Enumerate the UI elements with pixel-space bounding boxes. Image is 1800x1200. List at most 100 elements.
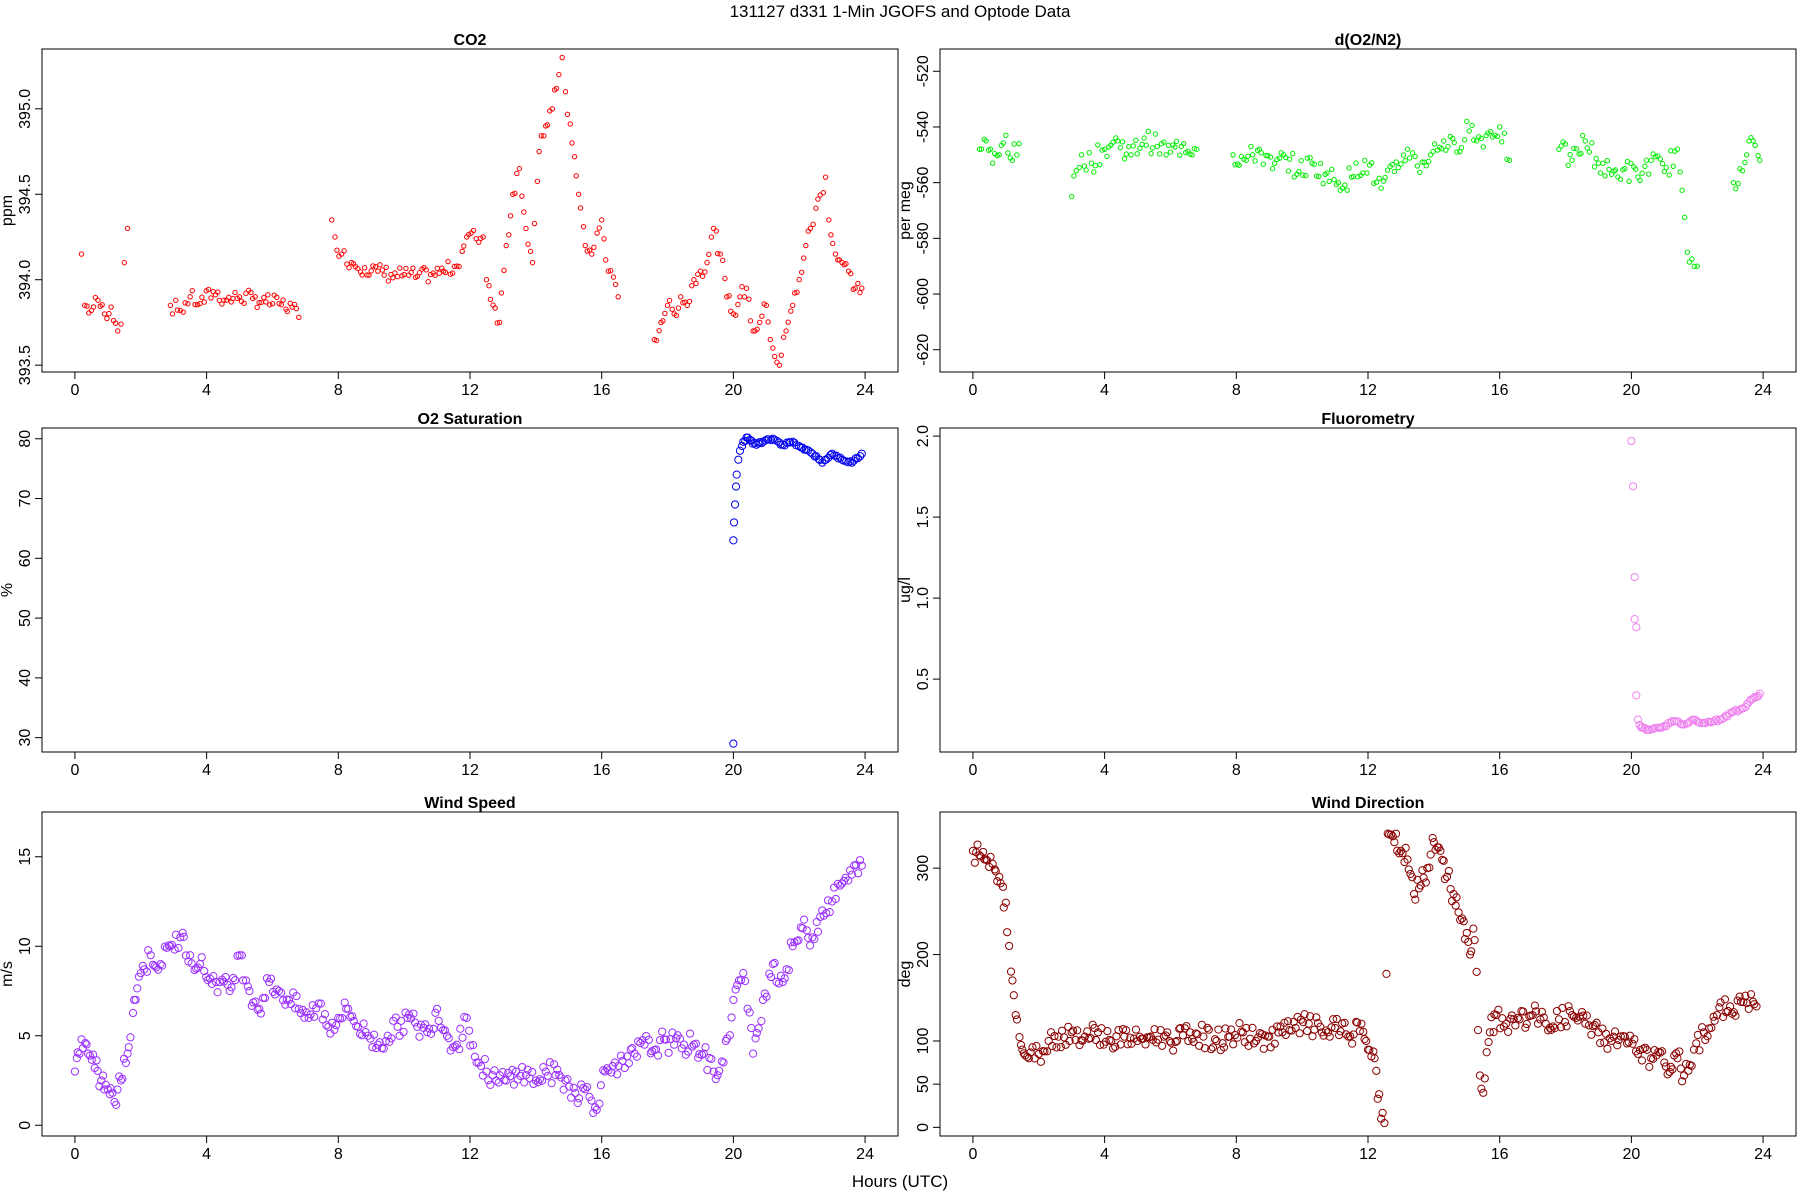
data-point — [187, 294, 193, 300]
data-point — [1326, 178, 1332, 185]
data-point — [208, 295, 214, 301]
data-point — [1048, 1041, 1057, 1051]
data-point — [332, 1021, 341, 1030]
y-tick-label: 300 — [915, 855, 932, 882]
data-point — [278, 302, 285, 308]
data-point — [1373, 179, 1380, 185]
data-point — [261, 294, 267, 301]
data-point — [1472, 967, 1481, 976]
data-point — [1489, 1028, 1498, 1037]
y-tick-label: 395.0 — [17, 89, 34, 129]
data-point — [521, 209, 527, 215]
data-point — [387, 1034, 396, 1043]
data-point — [399, 273, 405, 279]
data-point — [535, 1075, 545, 1084]
data-point — [1271, 160, 1278, 167]
data-point — [134, 972, 144, 981]
data-point — [1332, 1014, 1341, 1024]
data-point — [392, 270, 398, 276]
data-point — [1009, 991, 1018, 1000]
x-tick-label: 20 — [1622, 1146, 1640, 1163]
data-point — [1439, 856, 1448, 865]
y-tick-label: 394.5 — [17, 174, 34, 214]
data-point — [1459, 917, 1468, 926]
data-point — [243, 982, 252, 991]
data-point — [1423, 162, 1429, 169]
data-point — [1352, 1017, 1361, 1027]
data-point — [460, 1012, 469, 1022]
data-point — [409, 1009, 418, 1018]
data-point — [1316, 173, 1322, 180]
data-point — [1270, 1039, 1279, 1048]
data-point — [1411, 895, 1420, 904]
data-point — [1361, 1036, 1371, 1046]
data-point — [455, 1045, 464, 1054]
data-point — [118, 1074, 127, 1083]
data-point — [265, 292, 271, 298]
y-tick-label: 393.5 — [17, 345, 34, 385]
data-point — [368, 1043, 377, 1052]
data-point — [167, 302, 174, 309]
data-point — [341, 248, 347, 254]
data-point — [1043, 1047, 1052, 1056]
data-point — [1331, 176, 1337, 183]
data-point — [1285, 168, 1292, 174]
data-point — [180, 309, 186, 315]
data-point — [1086, 150, 1092, 156]
data-point — [749, 1049, 758, 1058]
data-point — [851, 454, 860, 463]
data-point — [1428, 833, 1437, 843]
data-point — [1056, 1043, 1065, 1052]
data-point — [1097, 161, 1103, 168]
chart-panel-2: d(O2/N2) per meg 0 4 8 12 16 20 24 -620 -600 -580 -5… — [897, 32, 1797, 399]
data-point — [1384, 167, 1391, 173]
data-point — [1581, 1019, 1590, 1028]
data-point — [1076, 164, 1082, 171]
data-point — [1499, 1022, 1509, 1031]
data-point — [1720, 995, 1730, 1004]
data-point — [697, 1050, 707, 1059]
data-point — [803, 242, 809, 249]
data-point — [602, 1064, 612, 1073]
data-point — [1562, 1022, 1571, 1031]
data-point — [821, 455, 830, 464]
data-point — [1376, 175, 1382, 181]
data-point — [1008, 976, 1017, 985]
data-point — [1391, 168, 1398, 175]
data-point — [1137, 145, 1143, 151]
data-point — [1324, 170, 1330, 176]
data-point — [445, 258, 451, 265]
data-point — [1091, 169, 1097, 175]
data-point — [1016, 140, 1022, 147]
data-point — [1597, 170, 1604, 176]
data-point — [732, 312, 739, 318]
data-point — [349, 1016, 358, 1026]
data-point — [830, 240, 836, 247]
data-point — [237, 951, 246, 960]
x-tick-label: 4 — [1100, 382, 1109, 399]
data-point — [248, 289, 254, 296]
data-point — [1484, 1037, 1493, 1047]
data-point — [95, 297, 101, 303]
x-tick-label: 20 — [724, 382, 742, 399]
data-point — [794, 936, 803, 945]
data-point — [691, 1039, 701, 1048]
y-tick-label: 5 — [17, 1031, 34, 1040]
data-point — [279, 996, 288, 1005]
data-point — [1346, 165, 1352, 171]
data-point — [227, 983, 236, 992]
data-point — [1218, 1039, 1227, 1048]
x-tick-label: 0 — [968, 762, 977, 779]
data-point — [640, 1040, 649, 1049]
data-point — [1012, 1015, 1022, 1024]
data-point — [291, 1004, 300, 1013]
data-point — [1126, 143, 1132, 150]
data-point — [772, 977, 781, 986]
data-point — [1444, 866, 1453, 876]
data-point — [836, 257, 843, 263]
data-point — [328, 1018, 337, 1027]
data-point — [1715, 1003, 1724, 1012]
data-point — [567, 121, 573, 127]
data-point — [735, 446, 745, 455]
data-point — [1446, 884, 1455, 894]
